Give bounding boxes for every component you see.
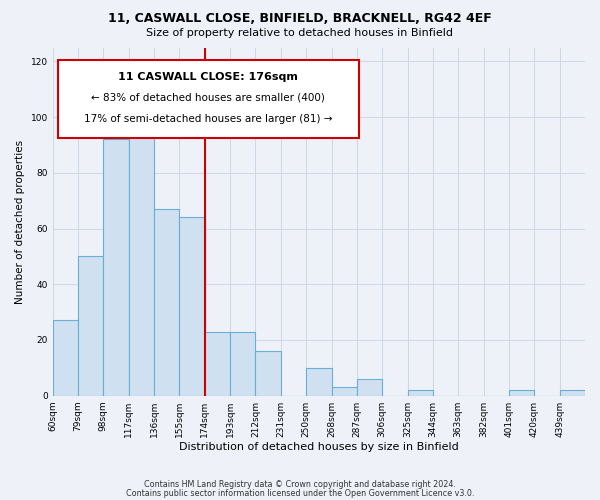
Bar: [357, 379, 382, 396]
Text: Size of property relative to detached houses in Binfield: Size of property relative to detached ho…: [146, 28, 454, 38]
Text: ← 83% of detached houses are smaller (400): ← 83% of detached houses are smaller (40…: [91, 93, 325, 103]
Bar: [78, 256, 103, 396]
X-axis label: Distribution of detached houses by size in Binfield: Distribution of detached houses by size …: [179, 442, 459, 452]
Bar: [407, 390, 433, 396]
Bar: [179, 218, 205, 396]
Bar: [205, 332, 230, 396]
Text: Contains HM Land Registry data © Crown copyright and database right 2024.: Contains HM Land Registry data © Crown c…: [144, 480, 456, 489]
Text: 11 CASWALL CLOSE: 176sqm: 11 CASWALL CLOSE: 176sqm: [118, 72, 298, 82]
Text: 17% of semi-detached houses are larger (81) →: 17% of semi-detached houses are larger (…: [84, 114, 332, 124]
Text: Contains public sector information licensed under the Open Government Licence v3: Contains public sector information licen…: [126, 488, 474, 498]
Bar: [509, 390, 535, 396]
Bar: [129, 126, 154, 396]
Y-axis label: Number of detached properties: Number of detached properties: [15, 140, 25, 304]
Bar: [306, 368, 332, 396]
Bar: [332, 388, 357, 396]
Bar: [103, 140, 129, 396]
Bar: [154, 209, 179, 396]
Text: 11, CASWALL CLOSE, BINFIELD, BRACKNELL, RG42 4EF: 11, CASWALL CLOSE, BINFIELD, BRACKNELL, …: [108, 12, 492, 26]
Bar: [256, 351, 281, 396]
Bar: [560, 390, 585, 396]
Bar: [230, 332, 256, 396]
Bar: [53, 320, 78, 396]
FancyBboxPatch shape: [58, 60, 359, 138]
